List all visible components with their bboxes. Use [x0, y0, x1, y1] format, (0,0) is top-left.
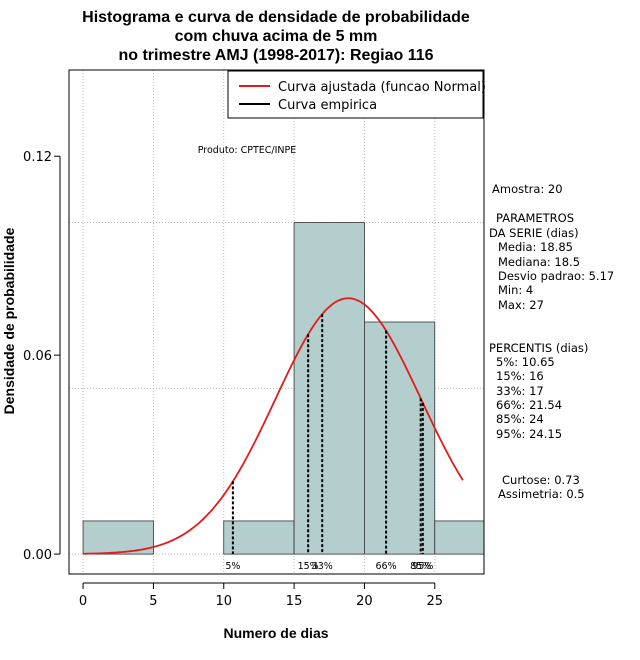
- x-tick-label: 5: [149, 594, 157, 609]
- x-axis-title: Numero de dias: [223, 625, 328, 641]
- param-min: Min: 4: [498, 283, 533, 297]
- y-tick-label: 0.06: [23, 349, 52, 364]
- percentil-33: 33%: 17: [496, 384, 544, 398]
- histogram-bar: [364, 321, 436, 555]
- x-tick-label: 15: [286, 594, 303, 609]
- params-header-1: PARAMETROS: [496, 211, 574, 225]
- histogram-bar: [82, 520, 154, 555]
- param-sd: Desvio padrao: 5.17: [498, 269, 614, 283]
- histogram-bar: [434, 520, 485, 555]
- stats-panel: Amostra: 20 PARAMETROS DA SERIE (dias) M…: [489, 182, 614, 501]
- histogram-bar: [223, 520, 295, 555]
- param-mean: Media: 18.85: [498, 240, 573, 254]
- percentil-95: 95%: 24.15: [496, 427, 562, 441]
- percentil-85: 85%: 24: [496, 412, 544, 426]
- sample-size: Amostra: 20: [492, 182, 563, 196]
- percentile-label: 95%: [412, 561, 433, 572]
- percentil-5: 5%: 10.65: [496, 355, 555, 369]
- percentile-label: 15%: [298, 561, 319, 572]
- kurtosis: Curtose: 0.73: [502, 473, 580, 487]
- param-max: Max: 27: [498, 298, 544, 312]
- percentile-label: 5%: [225, 561, 240, 572]
- percentil-15: 15%: 16: [496, 369, 544, 383]
- chart-title-line-3: no trimestre AMJ (1998-2017): Regiao 116: [118, 47, 433, 64]
- percentile-label: 33%: [312, 561, 333, 572]
- x-tick-label: 10: [215, 594, 232, 609]
- percentile-label: 66%: [376, 561, 397, 572]
- x-tick-label: 20: [356, 594, 373, 609]
- params-header-2: DA SERIE (dias): [489, 226, 579, 240]
- percentile-label: 85%: [410, 561, 431, 572]
- y-axis-title: Densidade de probabilidade: [1, 227, 17, 414]
- bar-layer: [82, 222, 485, 555]
- histogram-bar: [293, 222, 365, 555]
- y-tick-label: 0.00: [23, 548, 52, 563]
- skewness: Assimetria: 0.5: [498, 487, 585, 501]
- plot-frame: [68, 69, 485, 575]
- chart-title-line-2: com chuva acima de 5 mm: [175, 28, 378, 45]
- legend-label-empirical: Curva empirica: [278, 98, 377, 113]
- chart-title-line-1: Histograma e curva de densidade de proba…: [82, 9, 470, 26]
- legend-label-fit: Curva ajustada (funcao Normal): [278, 80, 486, 95]
- product-label: Produto: CPTEC/INPE: [198, 145, 297, 156]
- percentis-header: PERCENTIS (dias): [489, 341, 588, 355]
- x-tick-label: 0: [79, 594, 87, 609]
- normal-fit-curve: [83, 297, 464, 555]
- y-tick-label: 0.12: [23, 150, 52, 165]
- curve-layer: [83, 297, 464, 555]
- percentile-layer: 5% 15%33% 66% 85%95%: [225, 314, 433, 572]
- x-tick-label: 25: [426, 594, 443, 609]
- legend-box: [227, 70, 484, 119]
- percentil-66: 66%: 21.54: [496, 398, 562, 412]
- param-median: Mediana: 18.5: [498, 255, 580, 269]
- axis-layer: 0 5 10 15 20 25 0.00 0.06 0.12: [23, 150, 443, 609]
